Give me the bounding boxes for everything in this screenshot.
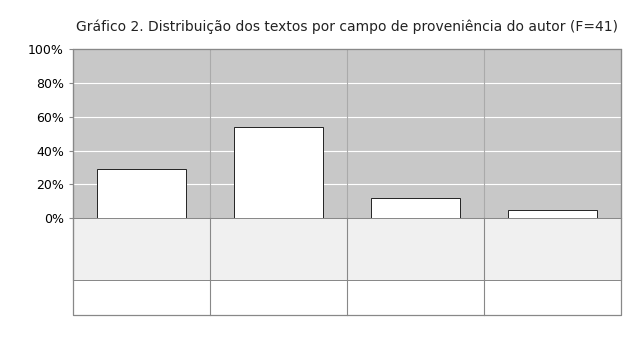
Text: Gráfico 2. Distribuição dos textos por campo de proveniência do autor (F=41): Gráfico 2. Distribuição dos textos por c…	[76, 19, 618, 34]
Text: Campo político: Campo político	[372, 243, 460, 256]
Bar	[508, 210, 597, 218]
Bar	[234, 127, 323, 218]
Bar	[97, 169, 186, 218]
Text: 29%: 29%	[127, 291, 155, 304]
Text: 54%: 54%	[264, 291, 292, 304]
Text: Outro: Outro	[536, 243, 569, 256]
Text: 5%: 5%	[543, 291, 563, 304]
Text: Campo dos media: Campo dos media	[225, 243, 332, 256]
Text: Campo da educação
/ investigação: Campo da educação / investigação	[81, 235, 202, 263]
Bar	[371, 198, 460, 218]
Text: 12%: 12%	[402, 291, 430, 304]
